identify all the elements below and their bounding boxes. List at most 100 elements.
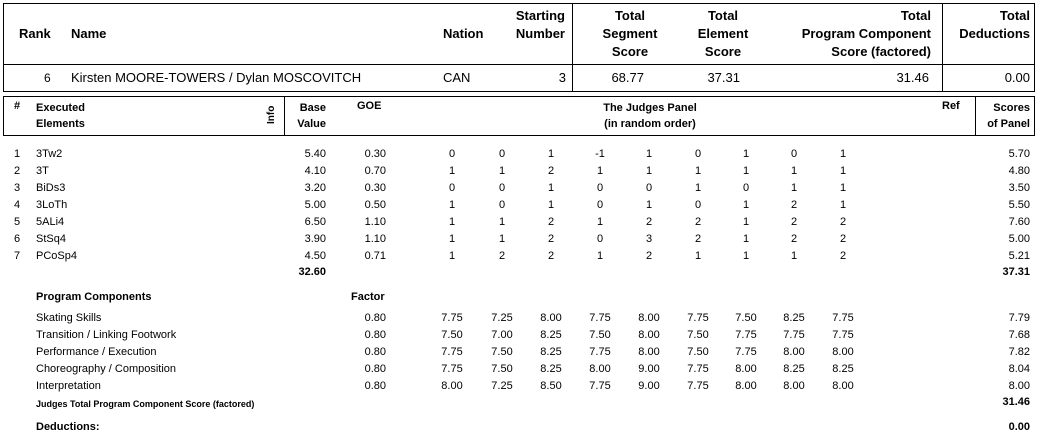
element-judge-score: 1 [790,182,798,194]
element-number: 6 [14,233,21,245]
pcs-header: Total Program Component Score (factored) [801,8,931,59]
component-judge-score: 7.50 [491,363,513,375]
element-judge-score: 2 [694,233,702,245]
summary-vline-right [942,3,943,92]
skater-nation: CAN [443,70,471,85]
component-judge-score: 7.75 [441,312,463,324]
nation-header: Nation [443,26,484,41]
element-number: 7 [14,250,21,262]
component-panel-score: 7.68 [1008,329,1030,341]
element-judge-score: 1 [839,199,847,211]
element-judge-score: 1 [448,165,456,177]
element-judge-score: 2 [498,250,506,262]
element-base-value: 3.20 [304,182,326,194]
element-judge-score: 0 [498,199,506,211]
program-components-header: Program Components [36,291,152,303]
element-judge-score: 2 [547,165,555,177]
element-judge-score: 1 [645,148,653,160]
component-judge-score: 8.00 [783,346,805,358]
component-name: Transition / Linking Footwork [36,329,177,341]
component-factor: 0.80 [364,329,386,341]
col-goe-header: GOE [357,100,382,112]
col-scores-header: Scores of Panel [987,102,1030,130]
starting-number-header: Starting Number [515,8,565,41]
element-judge-score: 2 [547,216,555,228]
element-judge-score: 2 [790,233,798,245]
element-panel-score: 7.60 [1008,216,1030,228]
component-judge-score: 8.00 [832,346,854,358]
tes-header: Total Element Score [697,8,749,59]
element-judge-score: 2 [839,250,847,262]
element-judge-score: 1 [742,165,750,177]
element-name: 5ALi4 [36,216,65,228]
element-judge-score: 0 [596,233,604,245]
component-judge-score: 7.25 [491,312,513,324]
component-judge-score: 8.25 [540,346,562,358]
element-judge-score: 2 [547,250,555,262]
element-judge-score: 0 [742,182,750,194]
skater-tes: 37.31 [707,70,740,85]
element-judge-score: 0 [694,199,702,211]
rank-header: Rank [19,26,51,41]
element-panel-score: 3.50 [1008,182,1030,194]
element-judge-score: 1 [694,182,702,194]
component-judge-score: 7.25 [491,380,513,392]
component-judge-score: 7.50 [491,346,513,358]
element-judge-score: 2 [547,233,555,245]
element-name: 3Tw2 [36,148,63,160]
element-judge-score: 1 [742,216,750,228]
element-name: BiDs3 [36,182,66,194]
element-judge-score: 1 [596,216,604,228]
element-judge-score: 1 [790,165,798,177]
component-factor: 0.80 [364,380,386,392]
element-goe: 0.30 [364,182,386,194]
element-goe: 1.10 [364,216,386,228]
element-judge-score: 1 [596,250,604,262]
base-value-total: 32.60 [298,266,326,278]
component-name: Choreography / Composition [36,363,177,375]
element-name: StSq4 [36,233,66,245]
element-name: 3T [36,165,49,177]
summary-divider [3,64,1035,65]
element-judge-score: 1 [448,250,456,262]
element-judge-score: 0 [498,148,506,160]
element-judge-score: 1 [498,165,506,177]
element-number: 3 [14,182,21,194]
elements-vline-2 [975,96,976,136]
summary-vline-left [572,3,573,92]
component-judge-score: 7.50 [589,329,611,341]
element-judge-score: 1 [742,148,750,160]
component-panel-score: 7.79 [1008,312,1030,324]
element-panel-score: 4.80 [1008,165,1030,177]
col-ref-header: Ref [942,100,960,112]
element-judge-score: -1 [595,148,605,160]
element-goe: 0.71 [364,250,386,262]
element-base-value: 6.50 [304,216,326,228]
element-name: 3LoTh [36,199,68,211]
col-panel-header: The Judges Panel (in random order) [603,102,697,130]
element-judge-score: 0 [596,182,604,194]
col-number-header: # [14,100,21,112]
component-judge-score: 7.75 [735,329,757,341]
element-judge-score: 0 [448,148,456,160]
element-judge-score: 1 [645,199,653,211]
name-header: Name [71,26,107,41]
element-goe: 0.50 [364,199,386,211]
component-factor: 0.80 [364,363,386,375]
deductions-label: Deductions: [36,421,100,433]
element-goe: 1.10 [364,233,386,245]
element-number: 5 [14,216,21,228]
component-name: Interpretation [36,380,101,392]
element-goe: 0.30 [364,148,386,160]
deductions-value: 0.00 [1008,421,1030,433]
component-judge-score: 7.00 [491,329,513,341]
component-judge-score: 8.25 [540,329,562,341]
element-judge-score: 2 [645,216,653,228]
component-factor: 0.80 [364,346,386,358]
element-judge-score: 1 [694,165,702,177]
skater-start-number: 3 [558,70,566,85]
component-judge-score: 7.75 [783,329,805,341]
element-judge-score: 2 [790,216,798,228]
component-judge-score: 8.00 [638,329,660,341]
element-base-value: 3.90 [304,233,326,245]
